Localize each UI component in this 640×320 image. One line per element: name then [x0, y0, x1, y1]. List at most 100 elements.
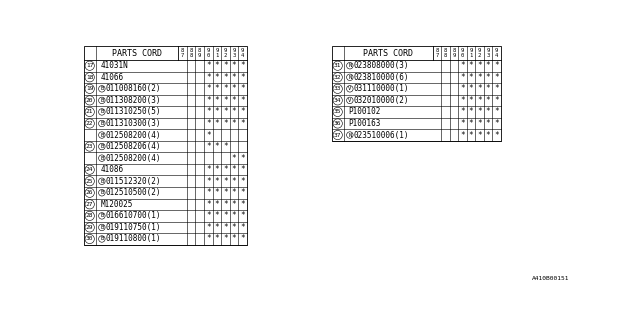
- Text: 18: 18: [86, 75, 93, 80]
- Text: 26: 26: [86, 190, 93, 195]
- Text: 9
3: 9 3: [232, 48, 236, 58]
- Text: *: *: [477, 61, 482, 70]
- Text: PARTS CORD: PARTS CORD: [112, 49, 162, 58]
- Text: *: *: [232, 223, 236, 232]
- Bar: [84, 46, 246, 245]
- Text: 9
4: 9 4: [241, 48, 244, 58]
- Text: 8
8: 8 8: [189, 48, 193, 58]
- Text: *: *: [214, 73, 219, 82]
- Bar: [332, 46, 501, 141]
- Text: 20: 20: [86, 98, 93, 103]
- Text: *: *: [214, 235, 219, 244]
- Text: *: *: [468, 84, 474, 93]
- Text: *: *: [232, 200, 236, 209]
- Text: *: *: [477, 119, 482, 128]
- Text: *: *: [214, 108, 219, 116]
- Text: *: *: [232, 154, 236, 163]
- Text: 34: 34: [334, 98, 341, 103]
- Text: 9
1: 9 1: [215, 48, 218, 58]
- Text: *: *: [460, 108, 465, 116]
- Text: *: *: [240, 154, 244, 163]
- Text: *: *: [223, 119, 228, 128]
- Text: 023510006(1): 023510006(1): [354, 131, 410, 140]
- Text: B: B: [100, 132, 104, 138]
- Text: *: *: [240, 223, 244, 232]
- Text: 019110800(1): 019110800(1): [106, 235, 161, 244]
- Text: M120025: M120025: [100, 200, 132, 209]
- Text: 9
0: 9 0: [461, 48, 464, 58]
- Text: 032010000(2): 032010000(2): [354, 96, 410, 105]
- Text: *: *: [206, 235, 211, 244]
- Text: *: *: [206, 84, 211, 93]
- Text: 8
9: 8 9: [198, 48, 202, 58]
- Text: *: *: [486, 84, 490, 93]
- Text: *: *: [240, 108, 244, 116]
- Text: *: *: [494, 108, 499, 116]
- Text: 012508200(4): 012508200(4): [106, 131, 161, 140]
- Text: 41031N: 41031N: [100, 61, 128, 70]
- Text: *: *: [223, 108, 228, 116]
- Text: *: *: [494, 131, 499, 140]
- Text: *: *: [214, 212, 219, 220]
- Text: *: *: [214, 188, 219, 197]
- Text: *: *: [214, 61, 219, 70]
- Text: 023810000(6): 023810000(6): [354, 73, 410, 82]
- Text: 031110000(1): 031110000(1): [354, 84, 410, 93]
- Text: *: *: [206, 108, 211, 116]
- Text: B: B: [100, 98, 104, 103]
- Text: 22: 22: [86, 121, 93, 126]
- Text: 9
1: 9 1: [469, 48, 472, 58]
- Text: 011310250(5): 011310250(5): [106, 108, 161, 116]
- Text: N: N: [348, 75, 351, 80]
- Text: P100102: P100102: [348, 108, 381, 116]
- Text: *: *: [240, 165, 244, 174]
- Text: 9
2: 9 2: [478, 48, 481, 58]
- Text: *: *: [232, 165, 236, 174]
- Text: *: *: [460, 84, 465, 93]
- Text: *: *: [232, 84, 236, 93]
- Text: *: *: [223, 177, 228, 186]
- Text: *: *: [223, 200, 228, 209]
- Text: B: B: [100, 190, 104, 195]
- Text: 35: 35: [334, 109, 341, 115]
- Text: *: *: [214, 96, 219, 105]
- Text: *: *: [240, 96, 244, 105]
- Text: *: *: [240, 235, 244, 244]
- Text: *: *: [240, 200, 244, 209]
- Text: *: *: [240, 212, 244, 220]
- Text: 011308200(3): 011308200(3): [106, 96, 161, 105]
- Text: *: *: [240, 61, 244, 70]
- Text: B: B: [100, 213, 104, 218]
- Text: N: N: [348, 132, 351, 138]
- Text: 9
4: 9 4: [495, 48, 498, 58]
- Text: *: *: [240, 119, 244, 128]
- Text: *: *: [494, 61, 499, 70]
- Text: *: *: [232, 235, 236, 244]
- Text: *: *: [206, 223, 211, 232]
- Text: *: *: [223, 61, 228, 70]
- Text: *: *: [240, 177, 244, 186]
- Text: *: *: [206, 177, 211, 186]
- Text: *: *: [214, 84, 219, 93]
- Text: *: *: [214, 142, 219, 151]
- Text: *: *: [486, 131, 490, 140]
- Text: *: *: [223, 235, 228, 244]
- Text: *: *: [232, 177, 236, 186]
- Text: *: *: [486, 119, 490, 128]
- Text: *: *: [477, 96, 482, 105]
- Text: *: *: [240, 73, 244, 82]
- Text: 27: 27: [86, 202, 93, 207]
- Text: *: *: [214, 165, 219, 174]
- Text: *: *: [206, 73, 211, 82]
- Text: *: *: [232, 96, 236, 105]
- Text: 012510500(2): 012510500(2): [106, 188, 161, 197]
- Text: 9
3: 9 3: [486, 48, 490, 58]
- Text: 17: 17: [86, 63, 93, 68]
- Text: 019110750(1): 019110750(1): [106, 223, 161, 232]
- Text: 012508206(4): 012508206(4): [106, 142, 161, 151]
- Text: 32: 32: [334, 75, 341, 80]
- Text: *: *: [468, 108, 474, 116]
- Text: *: *: [460, 96, 465, 105]
- Text: 31: 31: [334, 63, 341, 68]
- Text: PARTS CORD: PARTS CORD: [363, 49, 413, 58]
